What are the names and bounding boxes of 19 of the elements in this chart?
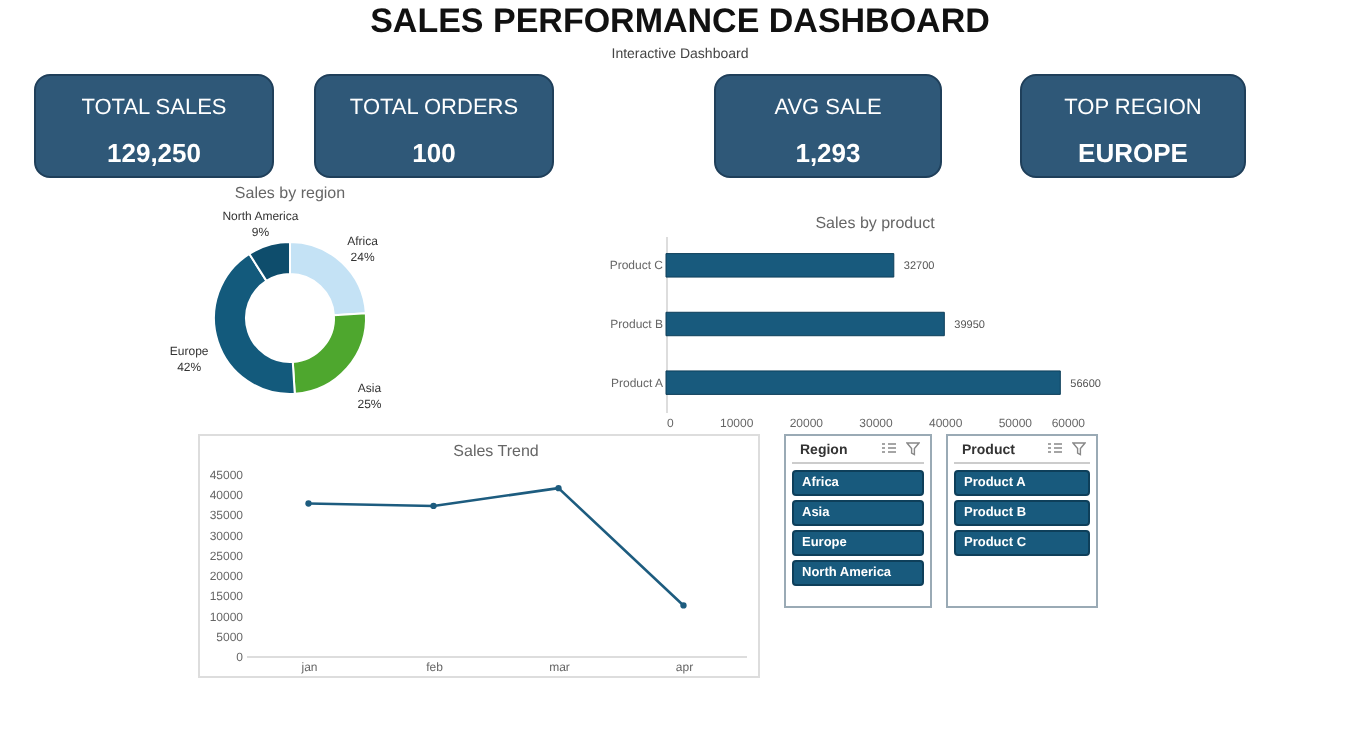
point — [430, 502, 437, 510]
text: TOP REGION — [1062, 96, 1204, 120]
text: EUROPE — [1076, 138, 1190, 168]
point — [555, 485, 562, 492]
text: TOTAL SALES — [79, 96, 229, 120]
bar — [665, 370, 1061, 395]
point — [305, 500, 312, 507]
chart-title: Sales by product — [815, 214, 937, 232]
text: AVG SALE — [772, 96, 884, 120]
text: 1,293 — [793, 138, 863, 168]
bar — [665, 311, 945, 337]
text: 129,250 — [105, 138, 203, 168]
text: TOTAL ORDERS — [347, 96, 521, 120]
text: SALES PERFORMANCE DASHBOARD — [368, 2, 992, 42]
point — [680, 602, 687, 609]
text: 100 — [410, 138, 458, 168]
bar — [665, 253, 895, 278]
chart-title: Sales by region — [234, 184, 346, 203]
chart-title: Sales Trend — [453, 442, 539, 460]
